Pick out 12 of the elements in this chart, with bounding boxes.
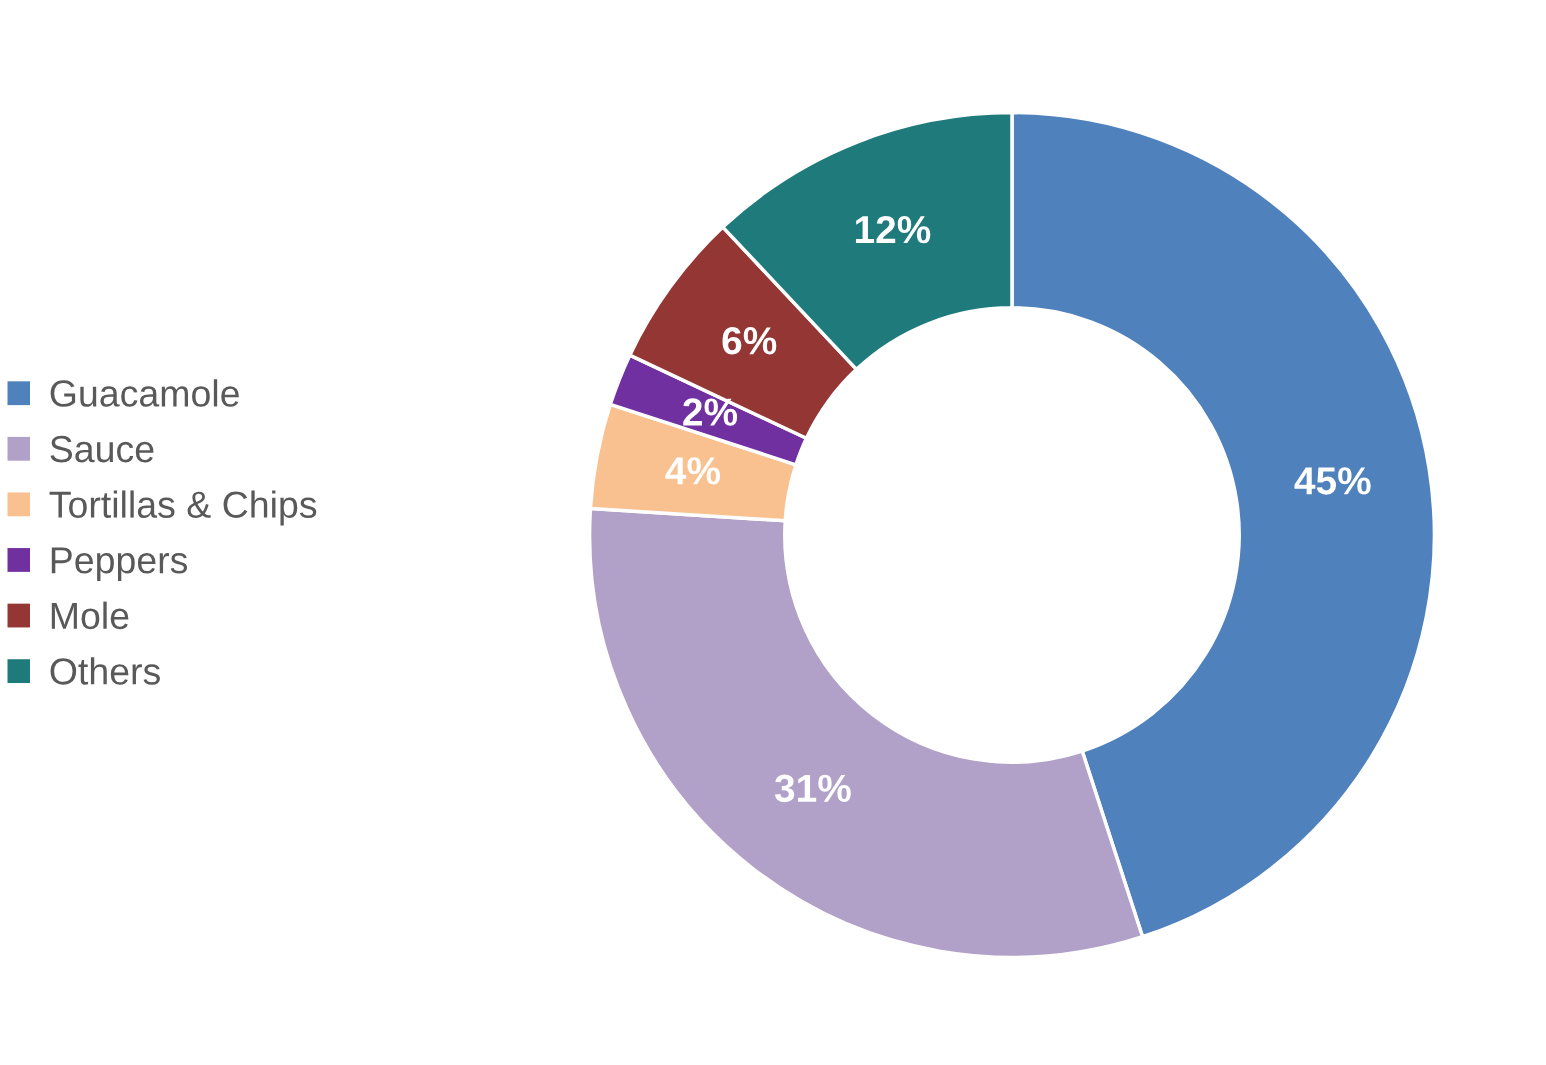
legend-label: Peppers bbox=[51, 547, 188, 581]
legend-label: Sauce bbox=[50, 435, 154, 463]
legend-label: Mole bbox=[51, 601, 129, 630]
legend-label: Others bbox=[50, 657, 160, 685]
legend-label: Tortillas & Chips bbox=[49, 490, 317, 526]
data-label: 12% bbox=[855, 215, 931, 244]
legend-label: Guacamole bbox=[50, 379, 239, 407]
data-label: 2% bbox=[683, 398, 738, 426]
data-label: 4% bbox=[665, 457, 721, 485]
data-label: 31% bbox=[774, 774, 851, 803]
data-label: 6% bbox=[722, 326, 777, 355]
data-label: 45% bbox=[1294, 467, 1371, 495]
